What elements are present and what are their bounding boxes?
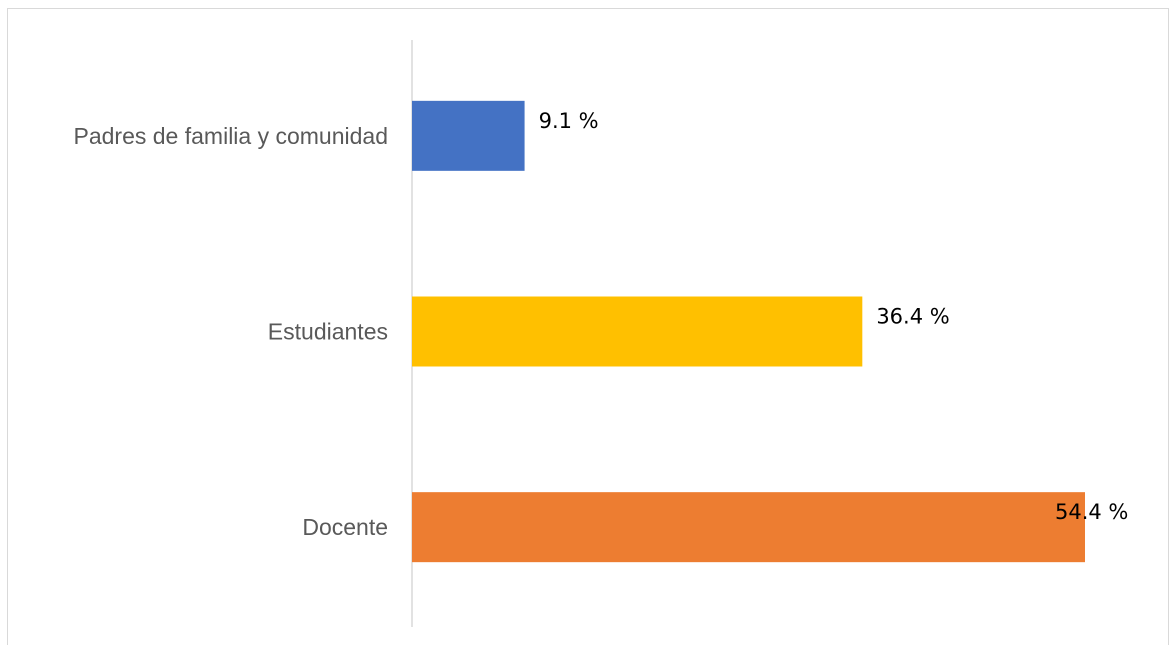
category-label-2: Estudiantes bbox=[268, 319, 388, 345]
data-label-3: 54.4 % bbox=[1055, 500, 1128, 524]
data-label-1: 9.1 % bbox=[539, 109, 599, 133]
data-labels-group: 9.1 % 36.4 % 54.4 % bbox=[539, 109, 1129, 524]
bar-1 bbox=[412, 100, 525, 171]
data-label-2: 36.4 % bbox=[876, 305, 949, 329]
chart-frame bbox=[7, 8, 1169, 645]
category-label-1: Padres de familia y comunidad bbox=[74, 123, 389, 149]
bar-3 bbox=[412, 492, 1085, 563]
bar-2 bbox=[412, 296, 863, 367]
bars-group bbox=[412, 100, 1085, 563]
category-labels-group: Padres de familia y comunidad Estudiantes… bbox=[74, 123, 389, 540]
category-label-3: Docente bbox=[302, 514, 388, 540]
